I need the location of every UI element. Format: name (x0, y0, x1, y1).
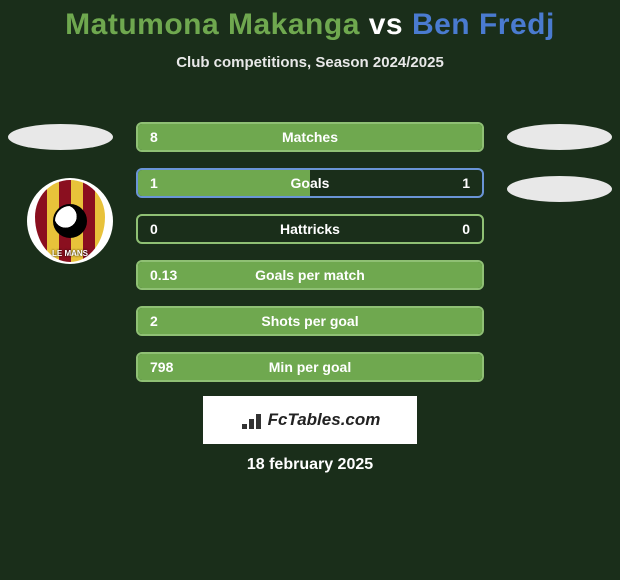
stat-bar-row: 0Hattricks0 (136, 214, 484, 244)
stat-right-value: 0 (462, 221, 470, 237)
date-label: 18 february 2025 (0, 456, 620, 474)
stat-label: Goals per match (138, 267, 482, 283)
bar-chart-icon (240, 411, 262, 429)
player1-name: Matumona Makanga (65, 8, 360, 41)
subtitle: Club competitions, Season 2024/2025 (0, 54, 620, 71)
stat-right-value: 1 (462, 175, 470, 191)
player2-photo-placeholder (507, 124, 612, 150)
stat-bar-row: 8Matches (136, 122, 484, 152)
stat-bar-row: 2Shots per goal (136, 306, 484, 336)
player2-club-placeholder (507, 176, 612, 202)
comparison-title: Matumona Makanga vs Ben Fredj (0, 0, 620, 42)
vs-text: vs (369, 8, 403, 41)
brand-text: FcTables.com (268, 410, 381, 430)
club-badge-label: LE MANS (35, 249, 105, 258)
stat-label: Min per goal (138, 359, 482, 375)
player1-photo-placeholder (8, 124, 113, 150)
stat-bar-row: 0.13Goals per match (136, 260, 484, 290)
player2-name: Ben Fredj (412, 8, 555, 41)
player1-club-badge: LE MANS (27, 178, 113, 264)
stat-bar-row: 1Goals1 (136, 168, 484, 198)
stat-label: Matches (138, 129, 482, 145)
stat-bar-row: 798Min per goal (136, 352, 484, 382)
soccer-ball-icon (53, 204, 87, 238)
footer-branding: FcTables.com (203, 396, 417, 444)
stat-label: Goals (138, 175, 482, 191)
stat-bars: 8Matches 1Goals1 0Hattricks0 0.13Goals per … (136, 122, 484, 398)
stat-label: Shots per goal (138, 313, 482, 329)
stat-label: Hattricks (138, 221, 482, 237)
